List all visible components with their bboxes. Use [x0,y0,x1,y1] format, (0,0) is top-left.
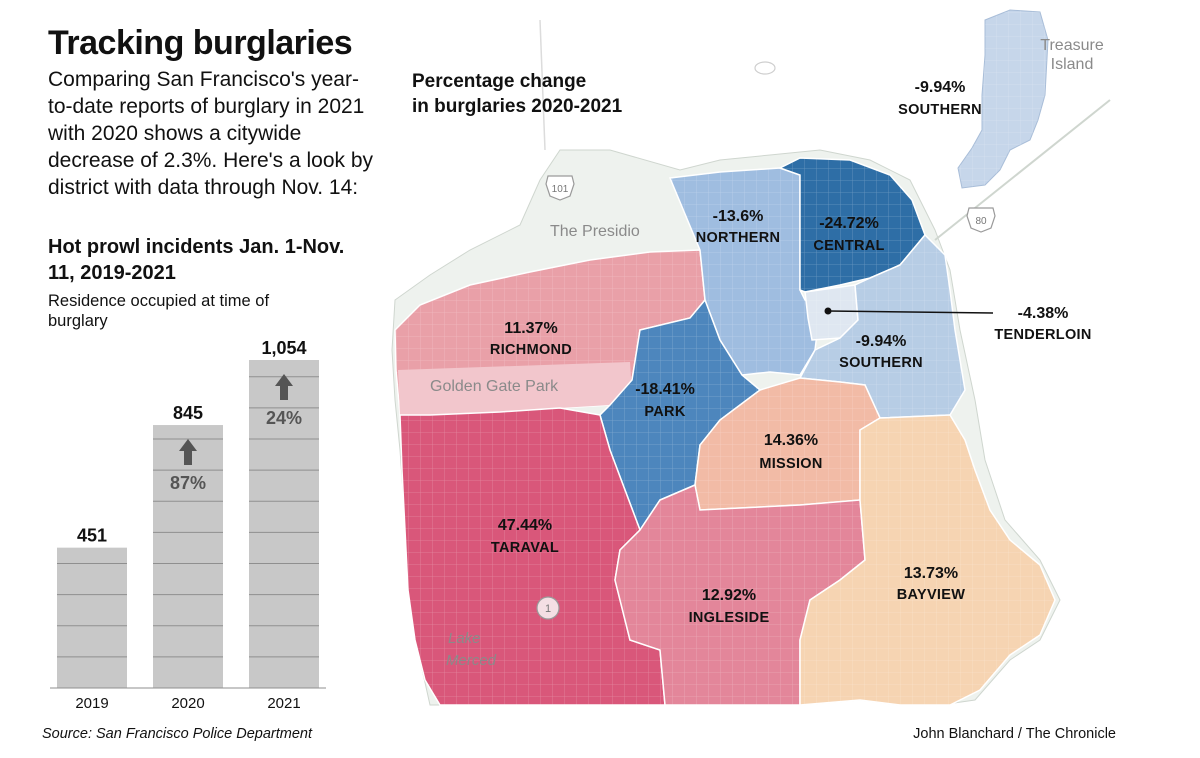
credit-note: John Blanchard / The Chronicle [913,726,1116,742]
chart-subtitle: Residence occupied at time of burglary [48,292,270,330]
label-lake-merced-1: Lake [448,630,481,647]
bar-2021 [249,360,319,688]
label-tenderloin: -4.38% TENDERLOIN [824,305,1091,343]
svg-text:-18.41%: -18.41% [635,381,695,398]
bar-year-label: 2020 [171,695,204,712]
label-mission: 14.36% MISSION [759,432,822,472]
bar-value-label: 845 [173,403,203,423]
source-note: Source: San Francisco Police Department [42,726,312,742]
label-southern-island: -9.94% SOUTHERN [898,79,982,118]
label-treasure-island-1: Treasure [1040,37,1104,54]
bar-2019 [57,547,127,688]
up-arrow-icon [275,374,293,400]
svg-text:-9.94%: -9.94% [856,333,907,350]
svg-text:PARK: PARK [644,404,685,420]
label-southern: -9.94% SOUTHERN [839,333,923,371]
label-taraval: 47.44% TARAVAL [491,517,559,556]
svg-text:NORTHERN: NORTHERN [696,230,781,246]
label-golden-gate-park: Golden Gate Park [430,378,559,395]
highway-1-shield: 1 [536,596,560,620]
svg-text:-13.6%: -13.6% [713,208,764,225]
bay-bridge [934,99,1111,241]
label-northern: -13.6% NORTHERN [696,208,781,246]
map-title-line-1: Percentage change [412,71,586,92]
svg-text:RICHMOND: RICHMOND [490,342,572,358]
svg-text:SOUTHERN: SOUTHERN [898,102,982,118]
bar-year-label: 2019 [75,695,108,712]
svg-text:13.73%: 13.73% [904,565,958,582]
intro-text: Comparing San Francisco's year-to-date r… [48,68,374,199]
svg-text:MISSION: MISSION [759,456,822,472]
golden-gate-park-strip [398,362,632,415]
map-title-line-2: in burglaries 2020-2021 [412,96,623,117]
svg-text:101: 101 [552,184,569,195]
label-bayview: 13.73% BAYVIEW [897,565,965,603]
svg-text:INGLESIDE: INGLESIDE [689,610,770,626]
sf-map: 101 80 1 The Presidio Golden Gate Park L… [391,9,1111,706]
svg-text:SOUTHERN: SOUTHERN [839,355,923,371]
svg-text:-9.94%: -9.94% [915,79,966,96]
svg-text:12.92%: 12.92% [702,587,756,604]
bar-year-label: 2021 [267,695,300,712]
bar-change-label: 24% [266,408,302,428]
label-richmond: 11.37% RICHMOND [490,320,572,358]
svg-text:1: 1 [545,603,551,615]
label-park: -18.41% PARK [635,381,695,420]
label-presidio: The Presidio [550,223,640,240]
svg-text:80: 80 [975,216,987,227]
hot-prowl-bar-chart: 451 2019 845 2020 87% 1,054 2021 24% [50,338,326,712]
label-treasure-island-2: Island [1051,56,1094,73]
svg-text:BAYVIEW: BAYVIEW [897,587,965,603]
svg-text:TENDERLOIN: TENDERLOIN [994,327,1091,343]
highway-101-shield: 101 [545,175,575,201]
svg-text:CENTRAL: CENTRAL [813,238,884,254]
page-title: Tracking burglaries [48,24,353,62]
bar-value-label: 1,054 [261,338,306,358]
svg-text:47.44%: 47.44% [498,517,552,534]
svg-text:11.37%: 11.37% [504,320,557,337]
svg-text:-4.38%: -4.38% [1018,305,1069,322]
chart-title: Hot prowl incidents Jan. 1-Nov. 11, 2019… [48,236,345,284]
svg-text:TARAVAL: TARAVAL [491,540,559,556]
up-arrow-icon [179,439,197,466]
bar-value-label: 451 [77,526,107,546]
highway-80-shield: 80 [966,207,996,233]
label-central: -24.72% CENTRAL [813,215,884,254]
svg-text:14.36%: 14.36% [764,432,818,449]
label-ingleside: 12.92% INGLESIDE [689,587,770,626]
label-lake-merced-2: Merced [446,652,497,669]
bar-change-label: 87% [170,473,206,493]
bar-2020 [153,425,223,688]
svg-text:-24.72%: -24.72% [819,215,879,232]
